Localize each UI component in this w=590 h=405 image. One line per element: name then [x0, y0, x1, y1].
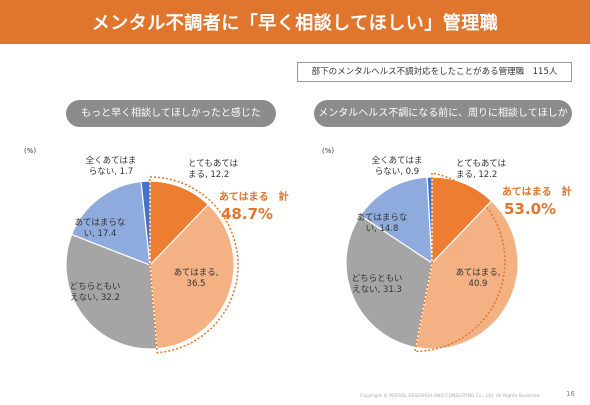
- chart-2-highlight-outline: [413, 172, 506, 353]
- chart-2-slice-1: [431, 176, 493, 265]
- chart-2-data-label-5: 全くあてはまらない, 0.9: [372, 155, 423, 177]
- chart-1-data-label-4: あてはまらない, 17.4: [75, 218, 126, 239]
- chart-2-data-label-2: あてはまる, 40.9: [456, 268, 501, 289]
- chart-2-slice-4: [359, 176, 433, 265]
- subject-box: 部下のメンタルヘルス不調対応をしたことがある管理職 115人: [297, 62, 572, 82]
- chart-1-total-label: あてはまる 計: [219, 190, 289, 203]
- chart-2-title: メンタルヘルス不調になる前に、周りに相談してほしかった: [314, 100, 572, 146]
- header-bar: メンタル不調者に「早く相談してほしい」管理職: [0, 0, 590, 44]
- chart-1-slice-4: [70, 180, 151, 266]
- chart-1-data-label-5: 全くあてはまらない, 1.7: [86, 155, 137, 177]
- chart-2-data-label-4: あてはまらない, 14.8: [357, 213, 408, 234]
- chart-2-slice-2: [414, 200, 519, 350]
- chart-2-unit-label: (%): [322, 147, 334, 155]
- chart-1-title: もっと早く相談してほしかったと感じた: [66, 100, 276, 127]
- chart-2-data-label-3: どちらともいえない, 31.3: [352, 274, 403, 295]
- copyright-text: Copyright © PERSOL RESEARCH AND CONSULTI…: [360, 394, 541, 399]
- chart-2-total-value: 53.0%: [504, 200, 556, 218]
- page-number: 16: [566, 390, 575, 398]
- chart-1-slice-2: [149, 203, 235, 350]
- chart-1-data-label-3: どちらともいえない, 32.2: [70, 282, 121, 303]
- chart-2-slice-3: [345, 214, 433, 349]
- chart-1-data-label-1: とてもあてはまる, 12.2: [188, 159, 238, 180]
- chart-1-total-value: 48.7%: [221, 205, 273, 223]
- chart-2-total-label: あてはまる 計: [502, 185, 572, 198]
- chart-1-slice-3: [65, 233, 158, 350]
- chart-1-unit-label: (%): [24, 147, 36, 155]
- chart-1-slice-1: [149, 180, 210, 267]
- page-title: メンタル不調者に「早く相談してほしい」管理職: [91, 13, 499, 34]
- chart-2-data-label-1: とてもあてはまる, 12.2: [456, 159, 506, 180]
- chart-1-data-label-2: あてはまる, 36.5: [174, 268, 219, 289]
